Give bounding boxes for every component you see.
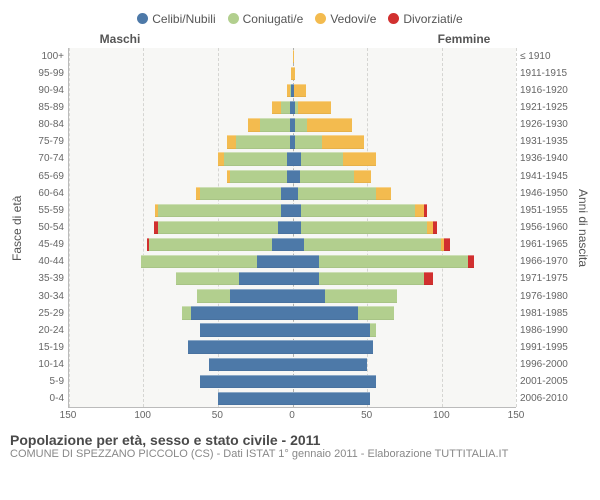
table-row [69,270,516,287]
legend-item: Coniugati/e [228,12,304,26]
table-row [69,287,516,304]
birth-label: 1976-1980 [520,288,574,305]
table-row [69,82,516,99]
age-label: 10-14 [26,357,64,374]
age-label: 45-49 [26,237,64,254]
table-row [69,390,516,407]
table-row [69,236,516,253]
table-row [69,322,516,339]
age-label: 100+ [26,48,64,65]
legend-item: Celibi/Nubili [137,12,215,26]
birth-label: 1991-1995 [520,339,574,356]
age-label: 40-44 [26,254,64,271]
age-label: 75-79 [26,134,64,151]
x-tick: 50 [361,410,372,421]
birth-label: 2006-2010 [520,391,574,408]
table-row [69,48,516,65]
header-male: Maschi [68,32,292,46]
age-label: 60-64 [26,185,64,202]
birth-label: 2001-2005 [520,374,574,391]
age-label: 70-74 [26,151,64,168]
birth-label: 1931-1935 [520,134,574,151]
birth-label: 1936-1940 [520,151,574,168]
legend-swatch [137,13,148,24]
table-row [69,185,516,202]
age-label: 65-69 [26,168,64,185]
y-axis-label-right: Anni di nascita [574,48,590,408]
table-row [69,116,516,133]
age-label: 90-94 [26,82,64,99]
table-row [69,65,516,82]
birth-label: 1986-1990 [520,322,574,339]
legend: Celibi/Nubili Coniugati/e Vedovi/e Divorzia… [10,12,590,26]
table-row [69,99,516,116]
legend-item: Divorziati/e [388,12,462,26]
birth-label: 1941-1945 [520,168,574,185]
age-label: 15-19 [26,339,64,356]
birth-label: 1911-1915 [520,65,574,82]
age-label: 55-59 [26,202,64,219]
age-label: 85-89 [26,99,64,116]
birth-label: 1966-1970 [520,254,574,271]
table-row [69,133,516,150]
age-label: 50-54 [26,219,64,236]
age-label: 35-39 [26,271,64,288]
age-label: 0-4 [26,391,64,408]
x-tick: 0 [289,410,295,421]
x-axis: 150 100 50 0 50 100 150 [10,410,590,424]
age-labels: 100+95-9990-9485-8980-8475-7970-7465-696… [26,48,68,408]
table-row [69,373,516,390]
x-tick: 150 [60,410,77,421]
legend-swatch [228,13,239,24]
birth-label: 1956-1960 [520,219,574,236]
table-row [69,356,516,373]
chart-title: Popolazione per età, sesso e stato civil… [10,432,590,448]
age-label: 5-9 [26,374,64,391]
y-axis-label-left: Fasce di età [10,48,26,408]
table-row [69,339,516,356]
chart-subtitle: COMUNE DI SPEZZANO PICCOLO (CS) - Dati I… [10,448,590,460]
column-headers: Maschi Femmine [10,32,590,46]
legend-swatch [315,13,326,24]
age-label: 25-29 [26,305,64,322]
birth-label: ≤ 1910 [520,48,574,65]
birth-label: 1961-1965 [520,237,574,254]
birth-label: 1946-1950 [520,185,574,202]
birth-label: 1981-1985 [520,305,574,322]
x-tick: 50 [212,410,223,421]
table-row [69,304,516,321]
x-tick: 100 [433,410,450,421]
table-row [69,253,516,270]
birth-year-labels: ≤ 19101911-19151916-19201921-19251926-19… [516,48,574,408]
birth-label: 1921-1925 [520,99,574,116]
x-tick: 150 [508,410,525,421]
population-pyramid: Fasce di età 100+95-9990-9485-8980-8475-… [10,48,590,408]
x-tick: 100 [134,410,151,421]
age-label: 80-84 [26,117,64,134]
birth-label: 1926-1930 [520,117,574,134]
table-row [69,151,516,168]
legend-swatch [388,13,399,24]
birth-label: 1951-1955 [520,202,574,219]
table-row [69,168,516,185]
age-label: 20-24 [26,322,64,339]
age-label: 95-99 [26,65,64,82]
legend-item: Vedovi/e [315,12,376,26]
header-female: Femmine [292,32,516,46]
plot-area [68,48,516,408]
birth-label: 1996-2000 [520,357,574,374]
birth-label: 1971-1975 [520,271,574,288]
table-row [69,202,516,219]
table-row [69,219,516,236]
age-label: 30-34 [26,288,64,305]
birth-label: 1916-1920 [520,82,574,99]
